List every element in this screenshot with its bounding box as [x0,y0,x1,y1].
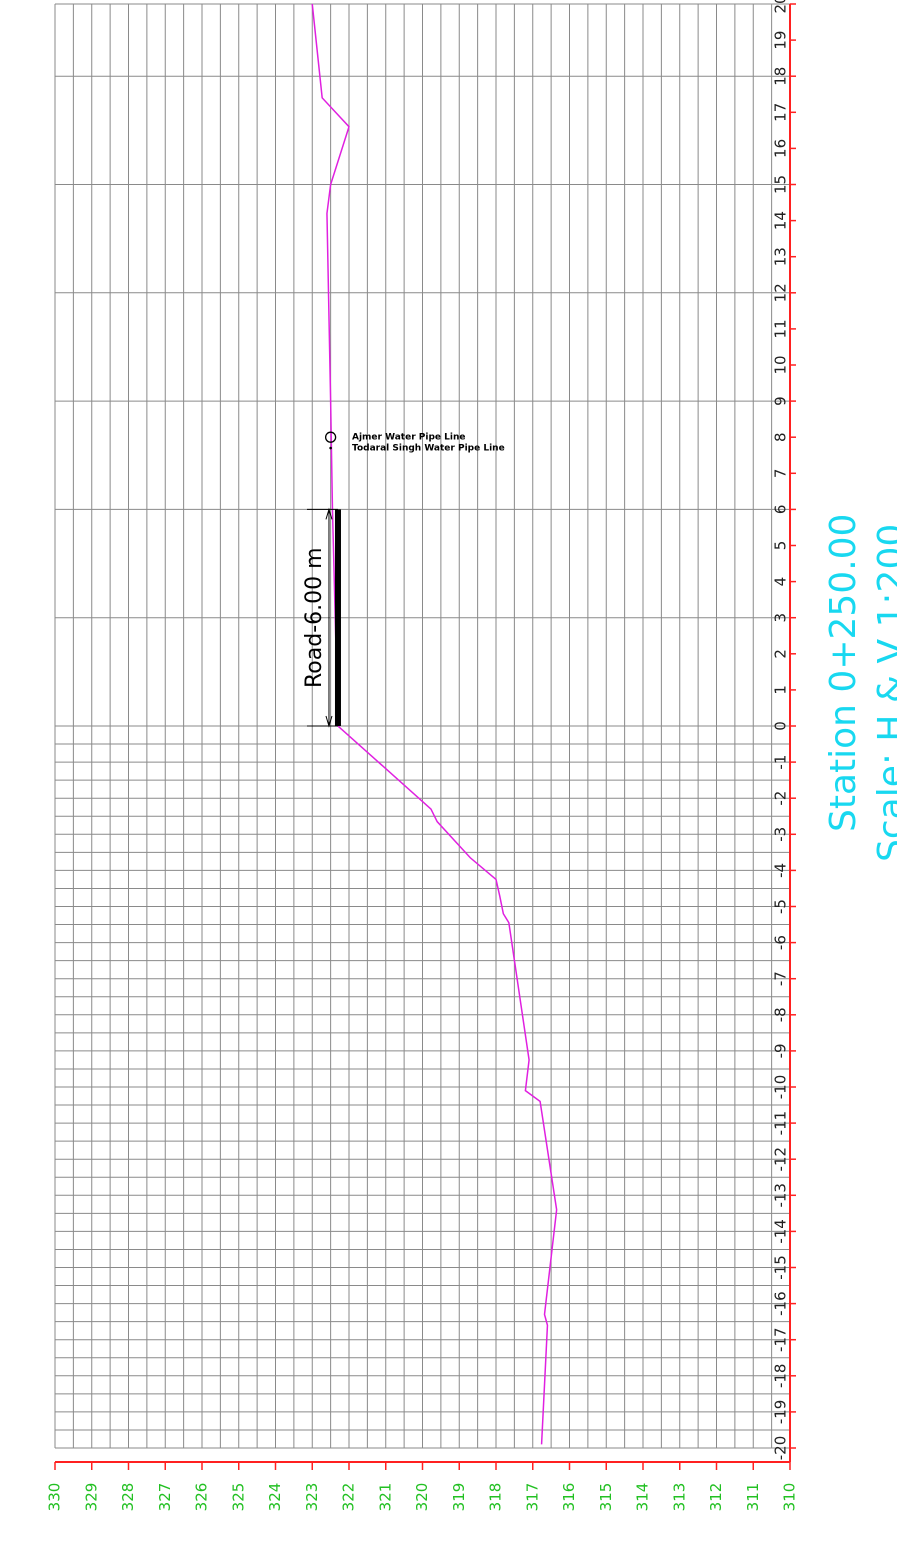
x-tick-label: -2 [772,791,790,806]
x-tick-label: 20 [772,0,790,14]
x-tick-label: -5 [772,899,790,914]
x-tick-label: -20 [772,1436,790,1461]
x-tick-label: 6 [772,505,790,515]
x-tick-label: 16 [772,139,790,158]
x-tick-label: -4 [772,863,790,878]
x-tick-label: 4 [772,577,790,587]
pipe-label: Ajmer Water Pipe Line [352,433,465,443]
y-tick-label: 312 [707,1483,725,1512]
x-tick-label: -15 [772,1255,790,1280]
x-tick-label: 17 [772,103,790,122]
x-tick-label: -19 [772,1400,790,1425]
x-tick-label: -8 [772,1007,790,1022]
y-tick-label: 328 [119,1483,137,1512]
x-tick-label: -6 [772,935,790,950]
x-tick-label: 0 [772,721,790,731]
x-tick-label: -13 [772,1183,790,1208]
y-tick-label: 318 [487,1483,505,1512]
x-tick-label: -9 [772,1043,790,1058]
x-tick-label: 18 [772,67,790,86]
y-tick-label: 327 [156,1483,174,1512]
y-tick-label: 311 [744,1483,762,1512]
x-tick-label: 7 [772,469,790,479]
y-tick-label: 317 [523,1483,541,1512]
x-tick-label: 12 [772,283,790,302]
x-tick-label: 2 [772,649,790,659]
y-tick-label: 315 [597,1483,615,1512]
y-tick-label: 329 [82,1483,100,1512]
y-tick-label: 330 [46,1483,64,1512]
y-tick-label: 313 [670,1483,688,1512]
chart-subtitle: Scale: H & V 1:200 [871,524,897,862]
x-tick-label: -17 [772,1327,790,1352]
y-tick-label: 316 [560,1483,578,1512]
y-tick-label: 326 [193,1483,211,1512]
x-tick-label: 9 [772,396,790,406]
x-tick-label: 3 [772,613,790,623]
road-surface [334,509,341,726]
pipe-marker [329,446,332,450]
y-tick-label: 323 [303,1483,321,1512]
y-tick-label: 322 [340,1483,358,1512]
y-tick-label: 324 [266,1483,284,1512]
y-tick-label: 319 [450,1483,468,1512]
x-tick-label: -12 [772,1147,790,1172]
x-tick-label: 11 [772,319,790,338]
x-tick-label: 19 [772,31,790,50]
x-tick-label: -16 [772,1291,790,1316]
x-tick-label: -18 [772,1364,790,1389]
pipe-marker [324,431,337,443]
chart-title: Station 0+250.00 [823,514,864,832]
y-tick-label: 325 [229,1483,247,1512]
x-tick-label: -14 [772,1219,790,1244]
x-tick-label: 13 [772,247,790,266]
x-tick-label: -7 [772,971,790,986]
x-tick-label: 15 [772,175,790,194]
pipe-label: Todaral Singh Water Pipe Line [352,444,505,454]
y-tick-label: 310 [781,1483,799,1512]
x-tick-label: 10 [772,355,790,374]
x-tick-label: -3 [772,827,790,842]
y-tick-label: 314 [634,1483,652,1512]
x-tick-label: 8 [772,432,790,442]
y-tick-label: 321 [376,1483,394,1512]
x-tick-label: 14 [772,211,790,230]
ground-line [311,3,558,1445]
x-tick-label: 1 [772,685,790,695]
y-tick-label: 320 [413,1483,431,1512]
road-label: Road-6.00 m [302,547,327,688]
x-tick-label: -10 [772,1075,790,1100]
x-tick-label: -1 [772,755,790,770]
dimension-arrow [325,507,333,728]
x-tick-label: -11 [772,1111,790,1136]
x-tick-label: 5 [772,541,790,551]
